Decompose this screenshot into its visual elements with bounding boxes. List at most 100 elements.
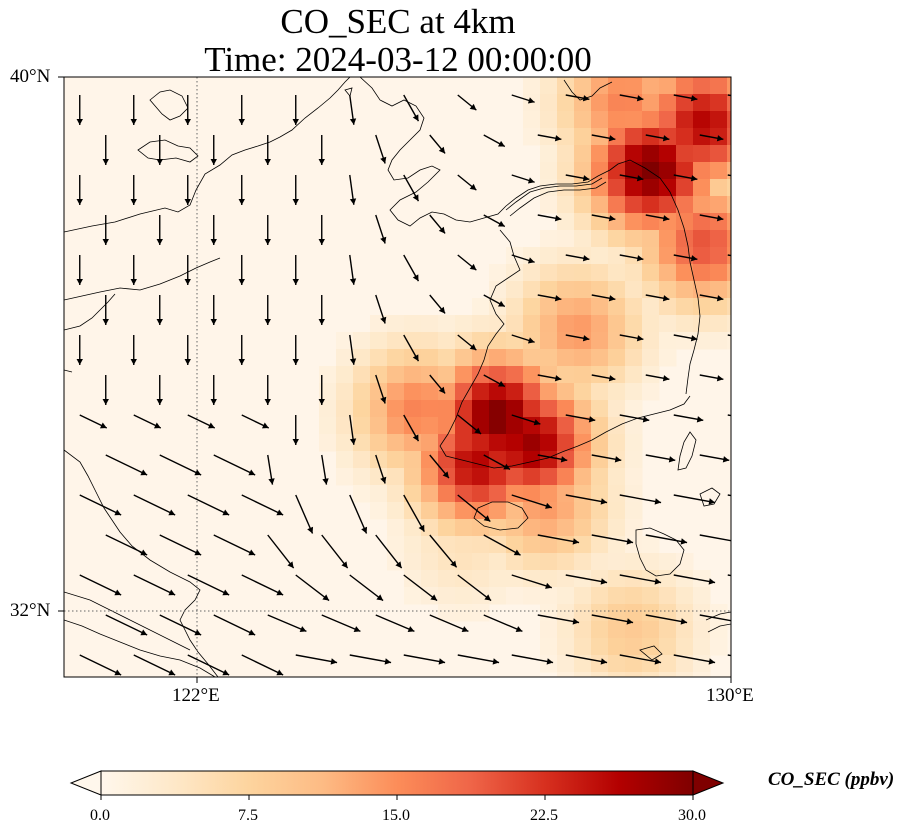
- wind-arrow-head: [497, 300, 505, 307]
- concentration-cell: [608, 128, 626, 146]
- concentration-cell: [523, 77, 541, 95]
- concentration-cell: [404, 400, 422, 418]
- concentration-cell: [489, 519, 507, 537]
- wind-arrow-shaft: [79, 494, 122, 516]
- colorbar-tick-2: 15.0: [382, 807, 410, 824]
- concentration-cell: [727, 128, 731, 146]
- concentration-cell: [591, 111, 609, 129]
- concentration-cell: [540, 485, 558, 503]
- concentration-cell: [438, 553, 456, 571]
- wind-arrow-head: [497, 220, 505, 227]
- wind-arrow-head: [461, 626, 469, 633]
- wind-arrow-head: [608, 215, 616, 222]
- wind-arrow-head: [140, 629, 148, 636]
- concentration-cell: [676, 179, 694, 197]
- wind-arrow-head: [497, 140, 505, 147]
- concentration-cell: [472, 400, 490, 418]
- wind-arrow-head: [194, 629, 202, 636]
- wind-arrow-head: [153, 422, 161, 429]
- concentration-cell: [710, 111, 728, 129]
- concentration-cell: [472, 519, 490, 537]
- concentration-cell: [625, 451, 643, 469]
- title-line-2: Time: 2024-03-12 00:00:00: [204, 40, 592, 79]
- concentration-cell: [540, 621, 558, 639]
- wind-arrow-head: [626, 618, 634, 625]
- concentration-cell: [710, 315, 728, 333]
- concentration-cell: [591, 230, 609, 248]
- wind-arrow-head: [130, 199, 137, 205]
- wind-arrow-head: [442, 471, 449, 479]
- wind-arrow-shaft: [267, 534, 295, 569]
- concentration-cell: [523, 383, 541, 401]
- wind-arrow-shaft: [673, 494, 716, 504]
- concentration-cell: [625, 655, 643, 673]
- colorbar-gradient: [100, 770, 694, 796]
- concentration-cell: [625, 298, 643, 316]
- wind-arrow-head: [745, 255, 751, 261]
- concentration-cell: [574, 383, 592, 401]
- concentration-cell: [506, 451, 524, 469]
- concentration-cell: [523, 315, 541, 333]
- wind-arrow-head: [168, 669, 176, 676]
- wind-arrow-head: [156, 319, 163, 325]
- concentration-cell: [608, 519, 626, 537]
- wind-arrow-head: [716, 295, 724, 302]
- concentration-cell: [557, 77, 575, 95]
- concentration-cell: [540, 451, 558, 469]
- wind-arrow-head: [210, 319, 217, 325]
- wind-arrow-shaft: [727, 574, 731, 577]
- concentration-cell: [472, 502, 490, 520]
- wind-arrow-head: [626, 538, 634, 545]
- wind-arrow-head: [716, 375, 724, 382]
- concentration-cell: [727, 145, 731, 163]
- wind-arrow-head: [636, 175, 644, 182]
- concentration-cell: [421, 366, 439, 384]
- concentration-cell: [540, 298, 558, 316]
- concentration-cell: [353, 468, 371, 486]
- wind-arrow-shaft: [295, 494, 314, 534]
- wind-vectors: [76, 94, 757, 676]
- concentration-cell: [557, 502, 575, 520]
- concentration-cell: [523, 468, 541, 486]
- wind-arrow-head: [114, 669, 122, 676]
- wind-arrow-head: [751, 416, 757, 422]
- wind-arrow-head: [384, 658, 392, 665]
- concentration-cell: [693, 638, 711, 656]
- concentration-cell: [438, 536, 456, 554]
- concentration-cell: [489, 434, 507, 452]
- wind-arrow-shaft: [565, 574, 608, 584]
- concentration-cell: [591, 536, 609, 554]
- concentration-cell: [608, 655, 626, 673]
- concentration-cell: [625, 434, 643, 452]
- concentration-cell: [676, 315, 694, 333]
- concentration-cell: [693, 230, 711, 248]
- concentration-cell: [676, 621, 694, 639]
- concentration-cell: [438, 366, 456, 384]
- wind-arrow-shaft: [159, 534, 202, 556]
- wind-arrow-head: [636, 335, 644, 342]
- concentration-cell: [540, 281, 558, 299]
- wind-arrow-head: [554, 295, 562, 302]
- wind-arrow-head: [407, 626, 415, 633]
- concentration-cell: [540, 94, 558, 112]
- wind-arrow-head: [722, 456, 730, 463]
- concentration-cell: [523, 434, 541, 452]
- concentration-cell: [540, 502, 558, 520]
- concentration-cell: [642, 604, 660, 622]
- wind-arrow-head: [745, 335, 751, 341]
- concentration-cell: [676, 332, 694, 350]
- concentration-cell: [438, 349, 456, 367]
- concentration-cell: [489, 417, 507, 435]
- wind-arrow-head: [527, 177, 535, 184]
- wind-arrow-shaft: [241, 494, 284, 516]
- concentration-cell: [319, 417, 337, 435]
- concentration-cell: [489, 315, 507, 333]
- concentration-cell: [608, 485, 626, 503]
- wind-arrow-head: [515, 626, 523, 633]
- colorbar-extend-max: [692, 770, 725, 796]
- concentration-cell: [642, 349, 660, 367]
- concentration-cell: [557, 162, 575, 180]
- concentration-cell: [608, 672, 626, 677]
- concentration-cell: [489, 349, 507, 367]
- concentration-cell: [625, 366, 643, 384]
